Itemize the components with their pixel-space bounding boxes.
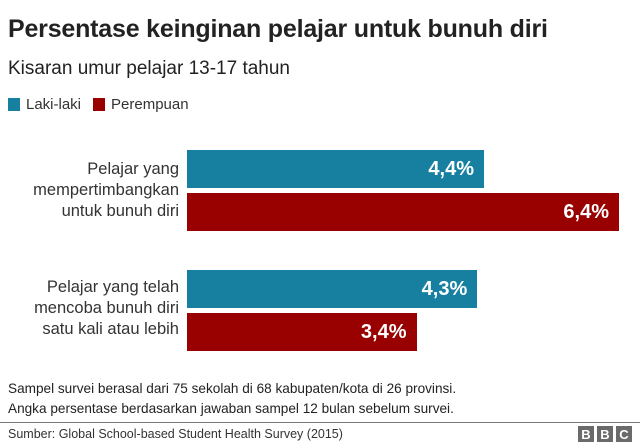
bar-value-label: 4,4% [428, 157, 474, 180]
bar-perempuan-attempted: 3,4% [187, 313, 417, 351]
legend-label: Laki-laki [26, 96, 82, 113]
legend-item-perempuan: Perempuan [93, 96, 189, 113]
category-label-considered: Pelajar yang mempertimbangkan untuk bunu… [33, 160, 179, 220]
category-label-attempted: Pelajar yang telah mencoba bunuh diri sa… [34, 278, 179, 338]
bbc-logo-letter: C [616, 426, 632, 442]
bar-perempuan-considered: 6,4% [187, 193, 619, 231]
chart-title: Persentase keinginan pelajar untuk bunuh… [8, 15, 548, 43]
bar-value-label: 3,4% [360, 320, 407, 343]
bar-value-label: 6,4% [563, 200, 609, 223]
legend-swatch-perempuan [93, 98, 106, 111]
source-text: Sumber: Global School-based Student Heal… [8, 427, 343, 441]
bbc-logo-letter: B [597, 426, 613, 442]
footnote-line: Angka persentase berdasarkan jawaban sam… [8, 401, 454, 416]
bar-laki-laki-considered: 4,4% [187, 150, 484, 188]
legend: Laki-laki Perempuan [8, 96, 201, 113]
footnote: Sampel survei berasal dari 75 sekolah di… [8, 379, 456, 419]
bbc-logo: B B C [575, 426, 632, 442]
legend-swatch-laki-laki [8, 98, 20, 111]
bar-value-label: 4,3% [421, 277, 468, 300]
bar-laki-laki-attempted: 4,3% [187, 270, 478, 308]
footer-divider [0, 422, 640, 423]
chart-subtitle: Kisaran umur pelajar 13-17 tahun [8, 58, 291, 79]
bbc-logo-letter: B [578, 426, 594, 442]
legend-label: Perempuan [111, 96, 189, 113]
footnote-line: Sampel survei berasal dari 75 sekolah di… [8, 381, 457, 396]
legend-item-laki-laki: Laki-laki [8, 96, 81, 113]
